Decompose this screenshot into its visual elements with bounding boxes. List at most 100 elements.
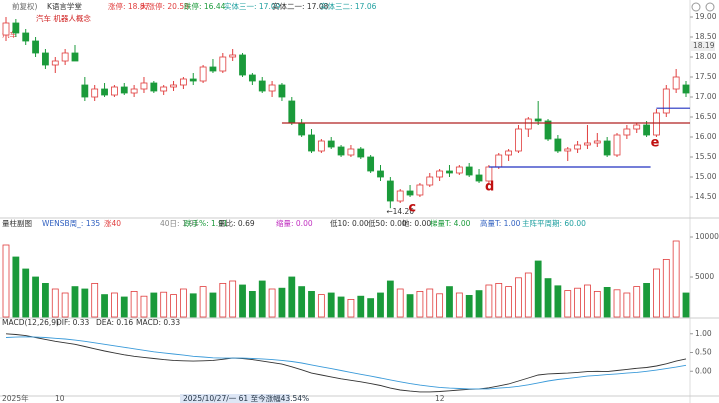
candle-body <box>505 150 513 156</box>
volume-bar <box>179 288 187 318</box>
candle-body <box>465 166 473 176</box>
candle-body <box>258 80 266 92</box>
candle-body <box>396 190 404 202</box>
header-item: 实体三一: 17.09 <box>224 1 281 11</box>
window-button[interactable] <box>691 2 701 12</box>
volume-bar <box>436 293 444 318</box>
volume-indicator: 梯量T: 4.00 <box>430 218 471 228</box>
volume-bar <box>505 286 513 318</box>
y-tick-label: 19.00 <box>695 12 717 21</box>
volume-bar <box>337 296 345 318</box>
header-item: 前复权) <box>12 1 37 11</box>
price-tag: 18.19 <box>693 41 715 50</box>
concept-tags: 汽车 机器人概念 <box>36 13 91 23</box>
volume-bar <box>534 260 542 318</box>
y-tick-label: 18.00 <box>695 52 717 61</box>
candle-body <box>633 124 641 130</box>
volume-indicator: 主阵平周期: 60.00 <box>522 218 586 228</box>
candle-body <box>140 82 148 90</box>
candle-body <box>130 88 138 94</box>
volume-bar <box>170 294 177 318</box>
candle-body <box>357 148 365 158</box>
candle-body <box>229 54 237 58</box>
volume-bar <box>485 284 493 318</box>
volume-bar <box>386 280 394 318</box>
y-tick-label: 17.50 <box>695 72 717 81</box>
volume-bar <box>239 284 246 318</box>
volume-bar <box>426 288 434 318</box>
y-tick-label: 17.00 <box>695 92 717 101</box>
volume-bar <box>564 290 572 318</box>
candle-body <box>189 78 197 82</box>
volume-bar <box>475 290 483 318</box>
volume-indicator: 地: 0.00 <box>402 218 431 228</box>
volume-bar <box>248 290 256 318</box>
candle-body <box>120 86 128 94</box>
candle-body <box>682 84 690 94</box>
candle-body <box>179 78 187 86</box>
volume-bar <box>308 290 315 318</box>
volume-bar <box>554 285 562 318</box>
volume-bar <box>61 292 69 318</box>
volume-bar <box>288 276 296 318</box>
y-tick-label: 15.50 <box>695 152 717 161</box>
volume-indicator: 涨40 <box>104 218 121 228</box>
candle-body <box>623 128 631 136</box>
candle-body <box>367 156 375 172</box>
candle-body <box>288 100 296 124</box>
month-label: 12 <box>435 394 445 403</box>
volume-bar <box>613 289 621 318</box>
candle-body <box>613 134 621 156</box>
volume-bar <box>643 282 650 318</box>
volume-bar <box>101 294 108 318</box>
macd-line <box>5 333 687 393</box>
volume-bar <box>623 292 631 318</box>
candle-body <box>278 84 286 98</box>
volume-indicator: 40日: 1.91 <box>160 219 199 228</box>
volume-bar <box>347 298 355 318</box>
volume-bar <box>593 290 601 318</box>
candle-body <box>534 118 542 122</box>
volume-bar <box>219 282 227 318</box>
candle-body <box>574 144 581 150</box>
volume-bar <box>446 286 453 318</box>
header-item: 涨停: 18.87 <box>108 1 150 11</box>
macd-title: MACD(12,26,9) <box>2 318 59 327</box>
candle-body <box>446 170 453 174</box>
volume-bar <box>662 258 670 318</box>
candle-body <box>219 56 227 72</box>
candle-body <box>524 118 532 130</box>
candle-body <box>544 120 552 140</box>
volume-bar <box>495 282 503 318</box>
candle-body <box>455 166 463 174</box>
candle-body <box>495 154 503 168</box>
volume-bar <box>111 292 118 318</box>
candle-body <box>71 52 79 62</box>
y-tick-label: 1.00 <box>695 329 712 338</box>
volume-bar <box>229 280 237 318</box>
macd-indicator: MACD: 0.33 <box>136 318 180 327</box>
volume-bar <box>209 292 217 318</box>
volume-bar <box>2 244 10 318</box>
wave-label: e <box>651 136 660 151</box>
candle-body <box>672 76 680 90</box>
volume-indicator: 高量T: 1.00 <box>480 218 521 228</box>
candle-body <box>426 176 434 186</box>
candle-body <box>61 52 69 62</box>
volume-bar <box>32 276 39 318</box>
volume-bar <box>317 294 325 318</box>
volume-indicator: 低10: 0.00 <box>330 218 369 228</box>
y-tick-label: 0.50 <box>695 348 712 357</box>
volume-title: 量柱副图 <box>2 218 32 228</box>
candle-body <box>317 140 325 152</box>
volume-bar <box>515 277 522 318</box>
candle-body <box>51 60 59 66</box>
volume-bar <box>416 290 424 318</box>
volume-bar <box>22 268 30 318</box>
window-button[interactable] <box>705 2 715 12</box>
candle-body <box>199 66 207 82</box>
candle-body <box>653 112 660 136</box>
candle-body <box>377 170 384 178</box>
volume-bar <box>199 286 207 318</box>
